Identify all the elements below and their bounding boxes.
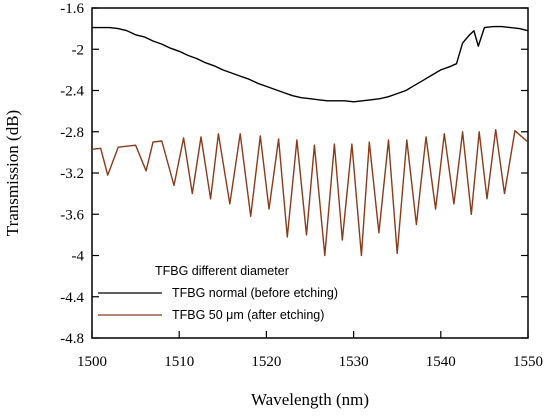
x-tick-label: 1550 <box>513 354 543 370</box>
legend-title: TFBG different diameter <box>155 264 289 278</box>
y-tick-label: -4.8 <box>60 331 84 347</box>
series-line-1 <box>91 128 529 257</box>
legend-label-etched: TFBG 50 μm (after etching) <box>172 308 324 322</box>
y-tick-label: -4 <box>72 249 85 265</box>
axis-ticks: 1500 1510 1520 1530 1540 1550 -1.6 -2 -2.4 -2.8 -3… <box>60 1 543 370</box>
y-tick-label: -1.6 <box>60 1 84 17</box>
series-lines <box>91 25 529 257</box>
y-tick-label: -3.2 <box>60 166 84 182</box>
x-tick-label: 1500 <box>77 354 107 370</box>
legend: TFBG different diameter TFBG normal (bef… <box>98 264 338 322</box>
y-tick-label: -2.4 <box>60 84 84 100</box>
y-tick-label: -2 <box>72 42 85 58</box>
y-tick-label: -3.6 <box>60 207 84 223</box>
y-axis-title: Transmission (dB) <box>3 110 22 236</box>
x-axis-title: Wavelength (nm) <box>251 390 369 409</box>
y-tick-label: -2.8 <box>60 125 84 141</box>
series-line-0 <box>92 25 529 103</box>
x-tick-label: 1520 <box>251 354 281 370</box>
y-tick-label: -4.4 <box>60 290 84 306</box>
x-tick-label: 1540 <box>426 354 456 370</box>
x-tick-label: 1530 <box>339 354 369 370</box>
legend-label-normal: TFBG normal (before etching) <box>172 286 338 300</box>
x-tick-label: 1510 <box>164 354 194 370</box>
